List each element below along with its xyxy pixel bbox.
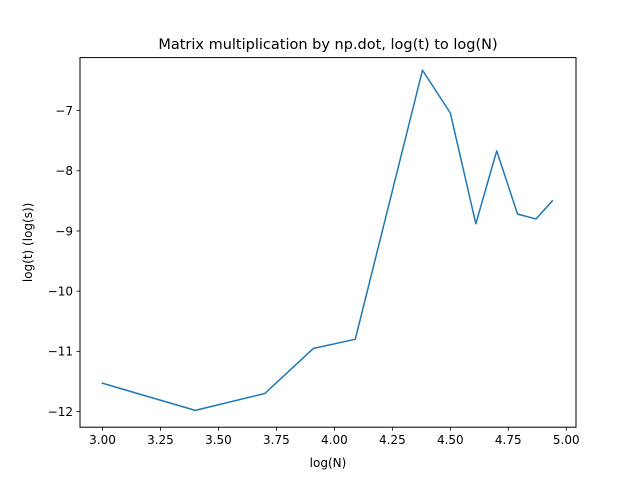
x-tick-label: 4.50 [437, 433, 464, 447]
plot-frame [79, 57, 577, 428]
x-tick-label: 3.50 [205, 433, 232, 447]
x-tick-label: 3.25 [147, 433, 174, 447]
y-tick-label: −12 [48, 405, 73, 419]
y-tick-label: −8 [55, 164, 73, 178]
x-tick-label: 3.00 [89, 433, 116, 447]
plot-area: 3.00 3.25 3.50 3.75 4.00 4.25 4.50 4.75 5.00 −12 −… [48, 69, 580, 447]
y-tick-label: −11 [48, 345, 73, 359]
y-tick-label: −9 [55, 224, 73, 238]
x-tick-label: 3.75 [263, 433, 290, 447]
x-axis-label: log(N) [310, 456, 347, 470]
x-tick-label: 4.00 [321, 433, 348, 447]
y-axis-label: log(t) (log(s)) [21, 203, 35, 282]
chart-title: Matrix multiplication by np.dot, log(t) … [158, 37, 497, 53]
y-tick-label: −7 [55, 104, 73, 118]
series-line [101, 69, 554, 412]
x-tick-label: 5.00 [553, 433, 580, 447]
y-tick-label: −10 [48, 284, 73, 298]
x-tick-label: 4.75 [495, 433, 522, 447]
x-tick-label: 4.25 [379, 433, 406, 447]
